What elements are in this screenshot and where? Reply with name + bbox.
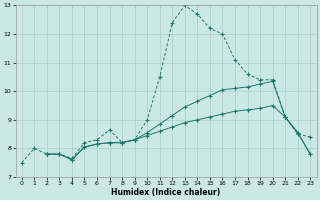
X-axis label: Humidex (Indice chaleur): Humidex (Indice chaleur) [111,188,221,197]
